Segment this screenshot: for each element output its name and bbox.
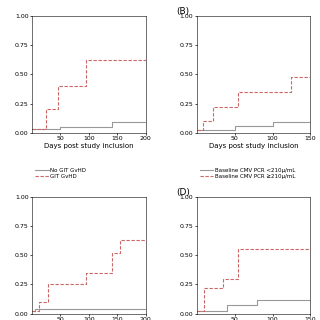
Legend: Baseline CMV PCR <210µ/mL, Baseline CMV PCR ≥210µ/mL: Baseline CMV PCR <210µ/mL, Baseline CMV … [200, 168, 295, 179]
X-axis label: Days post study inclusion: Days post study inclusion [209, 143, 298, 148]
Text: (B): (B) [176, 7, 189, 16]
X-axis label: Days post study inclusion: Days post study inclusion [44, 143, 134, 148]
Legend: No GIT GvHD, GIT GvHD: No GIT GvHD, GIT GvHD [35, 168, 86, 179]
Text: (D): (D) [176, 188, 190, 196]
